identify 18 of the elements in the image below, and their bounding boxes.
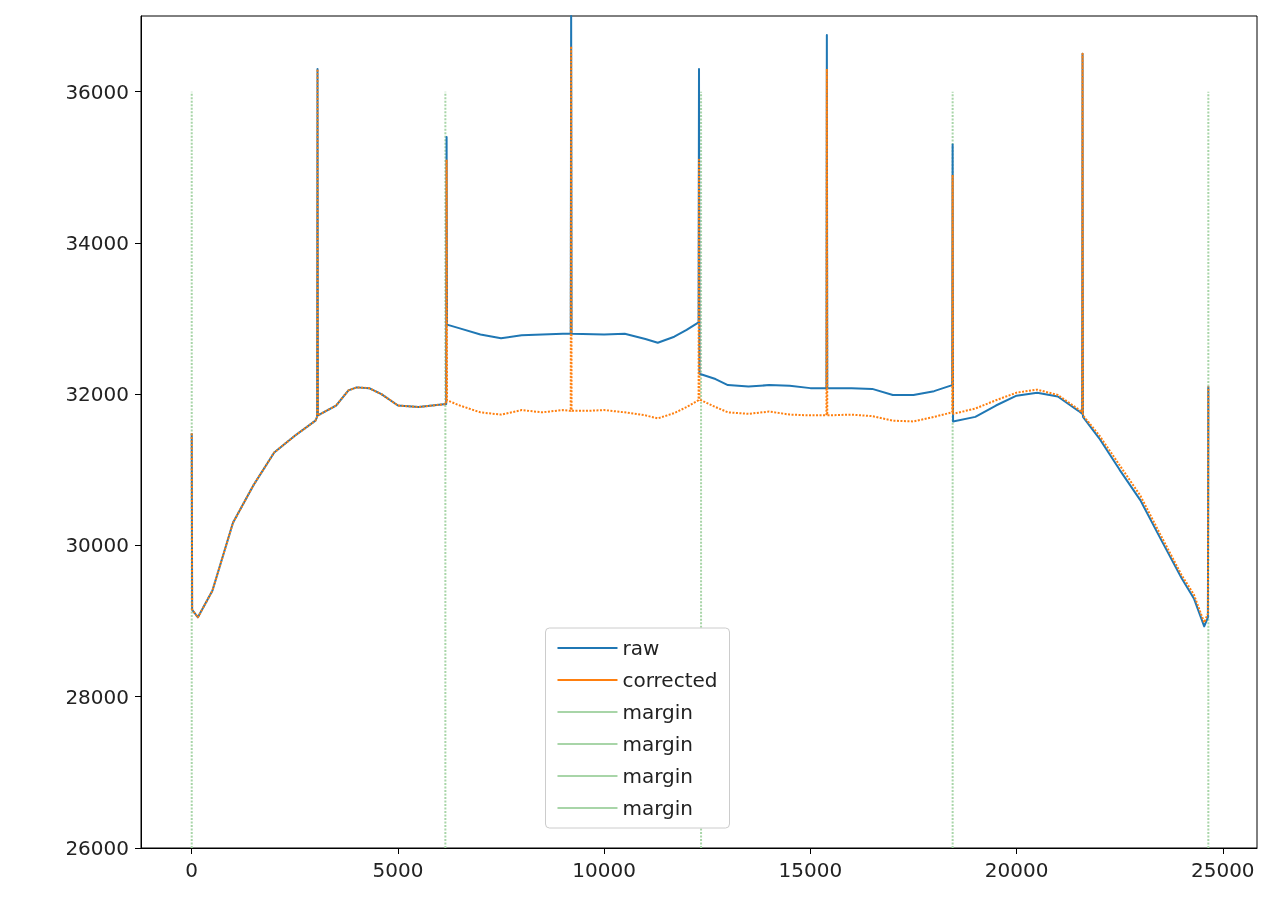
- x-tick-label: 5000: [372, 858, 424, 882]
- x-tick-label: 25000: [1190, 858, 1255, 882]
- legend-label: margin: [622, 732, 694, 756]
- legend-label: margin: [622, 700, 694, 724]
- x-tick-label: 10000: [572, 858, 636, 882]
- y-tick-label: 32000: [65, 382, 129, 407]
- y-tick-label: 34000: [65, 230, 129, 255]
- x-tick-label: 0: [185, 858, 199, 882]
- legend-label: corrected: [622, 668, 718, 692]
- x-tick-label: 20000: [984, 858, 1049, 882]
- y-tick-label: 30000: [65, 533, 129, 558]
- legend-label: margin: [622, 796, 694, 820]
- x-tick-label: 15000: [778, 858, 843, 882]
- y-tick-label: 26000: [65, 836, 129, 860]
- y-tick-label: 28000: [65, 684, 129, 709]
- legend-label: raw: [622, 636, 660, 660]
- y-tick-label: 36000: [65, 79, 129, 104]
- legend-label: margin: [622, 764, 694, 788]
